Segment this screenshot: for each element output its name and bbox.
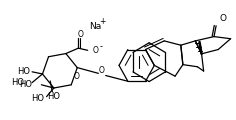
Text: O: O	[77, 30, 83, 39]
Text: O: O	[219, 14, 226, 23]
Text: -: -	[99, 43, 102, 52]
Text: Na: Na	[89, 22, 101, 31]
Text: HO: HO	[47, 92, 60, 101]
Text: HO: HO	[11, 78, 24, 87]
Text: O: O	[93, 46, 99, 55]
Text: O: O	[73, 72, 79, 81]
Text: O: O	[99, 66, 105, 75]
Text: +: +	[99, 17, 105, 26]
Text: HO: HO	[19, 80, 32, 89]
Text: HO: HO	[31, 94, 45, 103]
Text: HO: HO	[17, 67, 30, 76]
